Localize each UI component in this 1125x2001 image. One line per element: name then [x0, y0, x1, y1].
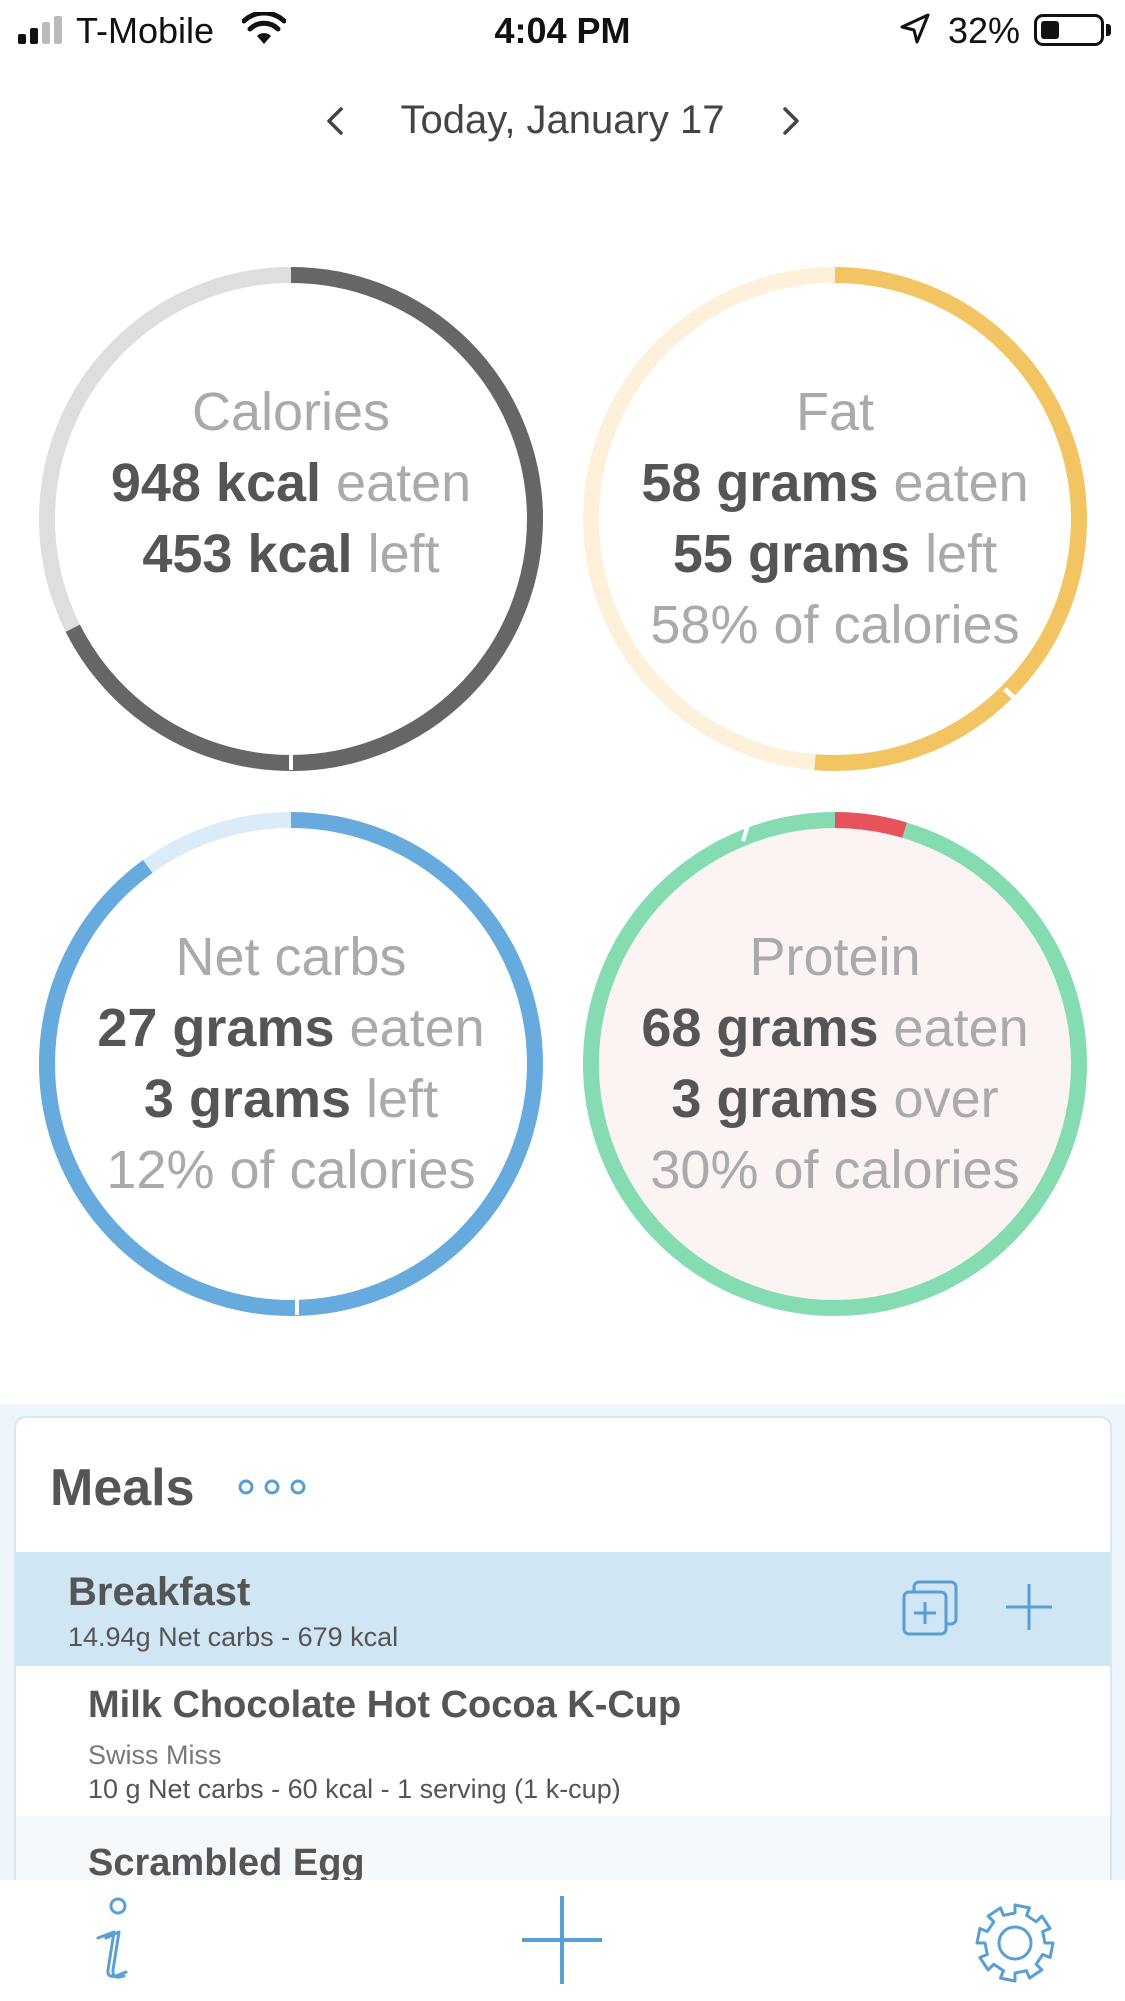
net-carbs-eaten: 27 grams eaten [97, 998, 485, 1058]
protein-eaten: 68 grams eaten [641, 998, 1029, 1058]
protein-ring-over [583, 812, 1087, 1316]
food-detail: 10 g Net carbs - 60 kcal - 1 serving (1 … [88, 1774, 621, 1804]
protein-ring-text: Protein 68 grams eaten 3 grams over 30% … [580, 809, 1090, 1319]
fat-left: 55 grams left [672, 524, 998, 584]
meal-header-breakfast[interactable]: Breakfast 14.94g Net carbs - 679 kcal [16, 1552, 1110, 1666]
net-carbs-title: Net carbs [175, 927, 407, 987]
more-dots-icon[interactable] [236, 1476, 308, 1498]
fat-ring-text: Fat 58 grams eaten 55 grams left 58% of … [580, 264, 1090, 774]
cellular-signal-icon [18, 16, 66, 44]
net-carbs-percent: 12% of calories [106, 1140, 476, 1200]
calories-ring[interactable]: Calories 948 kcal eaten 453 kcal left [36, 264, 546, 774]
fat-title: Fat [795, 382, 875, 442]
protein-percent: 30% of calories [650, 1140, 1020, 1200]
clock: 4:04 PM [494, 10, 631, 51]
net-carbs-ring[interactable]: Net carbs 27 grams eaten 3 grams left 12… [36, 809, 546, 1319]
food-name: Milk Chocolate Hot Cocoa K-Cup [88, 1684, 682, 1726]
copy-add-icon[interactable] [900, 1578, 960, 1638]
food-item[interactable]: Milk Chocolate Hot Cocoa K-Cup Swiss Mis… [16, 1666, 1110, 1816]
protein-ring[interactable]: Protein 68 grams eaten 3 grams over 30% … [580, 809, 1090, 1319]
fat-percent: 58% of calories [650, 595, 1020, 655]
battery-icon [1034, 14, 1104, 46]
meals-card: Meals Breakfast 14.94g Net carbs - 679 k… [14, 1416, 1112, 1896]
gear-outline [975, 1903, 1055, 1983]
chevron-right-icon[interactable] [766, 96, 816, 146]
protein-ring-graphic [583, 812, 1087, 1316]
fat-ring-progress [583, 267, 1087, 771]
calories-ring-graphic [39, 267, 543, 771]
protein-ring-tick [741, 824, 750, 842]
location-arrow-icon [900, 13, 930, 44]
date-navigator: Today, January 17 [0, 88, 1125, 158]
tab-bar [0, 1880, 1125, 2001]
food-brand: Swiss Miss [88, 1740, 222, 1770]
protein-title: Protein [749, 927, 921, 987]
battery-nub [1106, 24, 1111, 36]
protein-over: 3 grams over [671, 1069, 999, 1129]
calories-left: 453 kcal left [142, 524, 440, 584]
meal-summary: 14.94g Net carbs - 679 kcal [68, 1622, 399, 1652]
battery-percentage: 32% [948, 10, 1021, 51]
protein-ring-background [599, 828, 1071, 1300]
food-name: Scrambled Egg [88, 1842, 365, 1884]
carrier-name: T-Mobile [76, 10, 215, 51]
calories-title: Calories [191, 382, 391, 442]
meals-title: Meals [50, 1459, 195, 1517]
info-icon[interactable] [86, 1894, 140, 1986]
chevron-left-icon[interactable] [310, 96, 360, 146]
battery-level [1041, 21, 1059, 39]
net-carbs-left: 3 grams left [143, 1069, 439, 1129]
fat-eaten: 58 grams eaten [641, 453, 1029, 513]
fat-ring-tick [1003, 687, 1019, 703]
calories-eaten: 948 kcal eaten [110, 453, 472, 513]
fat-ring-graphic [583, 267, 1087, 771]
fat-ring[interactable]: Fat 58 grams eaten 55 grams left 58% of … [580, 264, 1090, 774]
plus-icon[interactable] [1004, 1582, 1054, 1632]
meal-name: Breakfast [68, 1570, 251, 1614]
calories-ring-text: Calories 948 kcal eaten 453 kcal left [36, 264, 546, 774]
status-bar: T-Mobile 4:04 PM 32% [0, 0, 1125, 62]
gear-icon[interactable] [974, 1902, 1056, 1984]
net-carbs-ring-text: Net carbs 27 grams eaten 3 grams left 12… [36, 809, 546, 1319]
wifi-icon [242, 12, 286, 44]
plus-icon[interactable] [520, 1894, 604, 1986]
net-carbs-ring-progress [39, 812, 543, 1316]
current-date[interactable]: Today, January 17 [400, 98, 725, 142]
net-carbs-ring-graphic [39, 812, 543, 1316]
